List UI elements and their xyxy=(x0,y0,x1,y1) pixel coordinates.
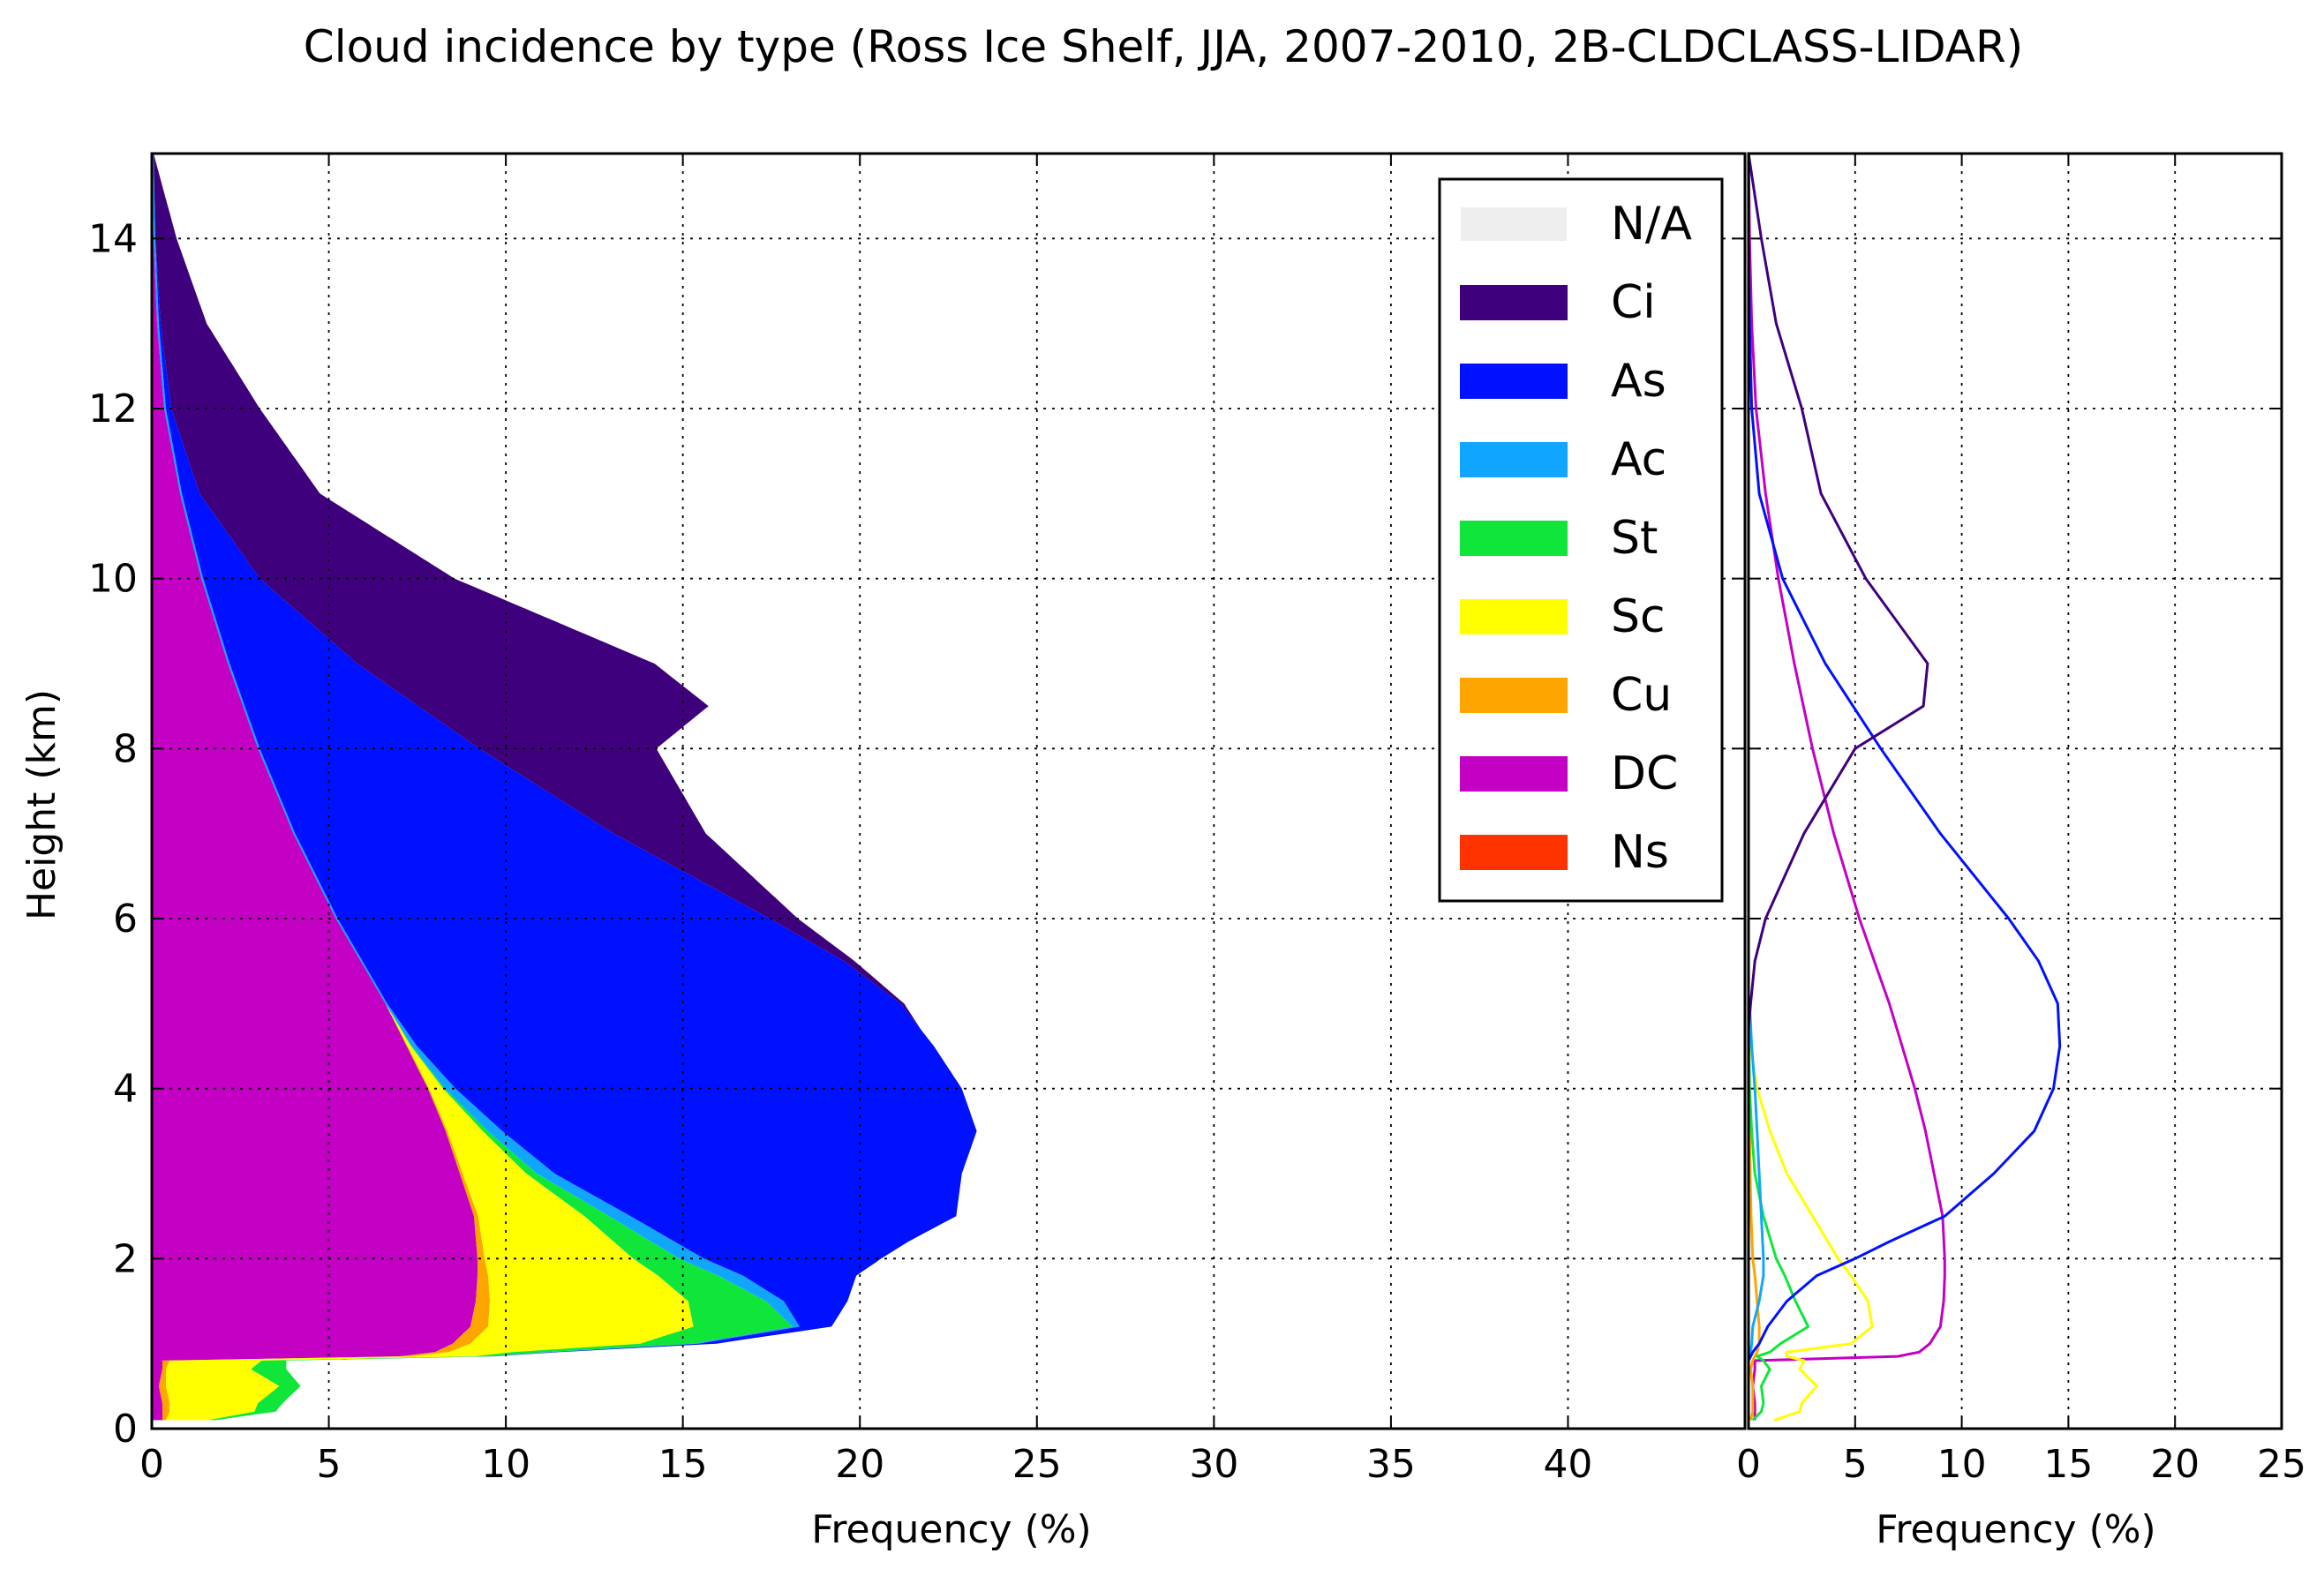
area-st xyxy=(152,154,793,1421)
legend-swatch-st xyxy=(1460,521,1568,556)
side-line-panel: 0 5 10 15 20 25 xyxy=(1736,152,2306,1487)
legend-label-na: N/A xyxy=(1611,198,1692,251)
y-tick-label: 8 xyxy=(113,726,138,771)
y-tick-label: 4 xyxy=(113,1067,138,1112)
legend-label-as: As xyxy=(1611,355,1666,408)
x-tick-label: 20 xyxy=(2150,1442,2200,1487)
legend-label-st: St xyxy=(1611,512,1658,565)
area-ci xyxy=(154,154,977,1421)
chart-legend: N/A Ci As Ac St Sc Cu DC Ns xyxy=(1438,177,1724,903)
legend-label-dc: DC xyxy=(1611,747,1678,800)
x-tick-label: 20 xyxy=(835,1442,884,1487)
line-sc xyxy=(1747,1003,1874,1422)
x-tick-label: 30 xyxy=(1189,1442,1238,1487)
x-tick-label: 10 xyxy=(481,1442,530,1487)
legend-label-cu: Cu xyxy=(1611,669,1672,722)
line-st xyxy=(1747,1003,1810,1422)
area-sc xyxy=(152,154,694,1421)
x-tick-label: 15 xyxy=(2043,1442,2093,1487)
area-as xyxy=(154,154,977,1421)
area-dc xyxy=(152,154,478,1421)
line-as xyxy=(1747,154,2062,1362)
side-plot-frame xyxy=(1747,152,2283,1430)
legend-label-ci: Ci xyxy=(1611,276,1656,329)
x-tick-label: 35 xyxy=(1366,1442,1416,1487)
y-tick-label: 0 xyxy=(113,1407,138,1452)
x-tick-label: 10 xyxy=(1937,1442,1987,1487)
x-tick-label: 15 xyxy=(658,1442,708,1487)
x-tick-label: 5 xyxy=(317,1442,342,1487)
line-ci xyxy=(1747,153,1929,1030)
legend-swatch-as xyxy=(1460,364,1568,399)
y-tick-label: 12 xyxy=(88,386,138,432)
legend-swatch-ci xyxy=(1460,285,1568,320)
legend-label-ns: Ns xyxy=(1611,826,1669,879)
main-y-axis-label: Height (km) xyxy=(19,689,64,920)
line-dc xyxy=(1747,153,1946,1421)
y-tick-label: 6 xyxy=(113,897,138,942)
x-tick-label: 0 xyxy=(1736,1442,1761,1487)
legend-label-sc: Sc xyxy=(1611,590,1666,643)
chart-title: Cloud incidence by type (Ross Ice Shelf,… xyxy=(304,21,2023,72)
y-tick-label: 2 xyxy=(113,1236,138,1281)
legend-swatch-ac xyxy=(1460,442,1568,477)
x-tick-label: 0 xyxy=(139,1442,164,1487)
x-tick-label: 5 xyxy=(1843,1442,1868,1487)
main-plot-frame xyxy=(150,152,1747,1430)
y-tick-label: 10 xyxy=(88,557,138,602)
x-tick-label: 25 xyxy=(2257,1442,2306,1487)
legend-swatch-na xyxy=(1461,207,1567,241)
legend-swatch-sc xyxy=(1460,599,1568,634)
y-tick-label: 14 xyxy=(88,216,138,261)
legend-label-ac: Ac xyxy=(1611,433,1666,486)
legend-swatch-cu xyxy=(1460,678,1568,713)
x-tick-label: 25 xyxy=(1012,1442,1062,1487)
legend-swatch-ns xyxy=(1460,835,1568,870)
x-tick-label: 40 xyxy=(1543,1442,1592,1487)
main-stacked-area-panel: 0 5 10 15 20 25 30 35 40 0 2 4 6 8 10 12 14 xyxy=(88,152,1747,1487)
main-x-axis-label: Frequency (%) xyxy=(811,1507,1091,1552)
side-x-axis-label: Frequency (%) xyxy=(1876,1507,2155,1552)
legend-swatch-dc xyxy=(1460,756,1568,792)
